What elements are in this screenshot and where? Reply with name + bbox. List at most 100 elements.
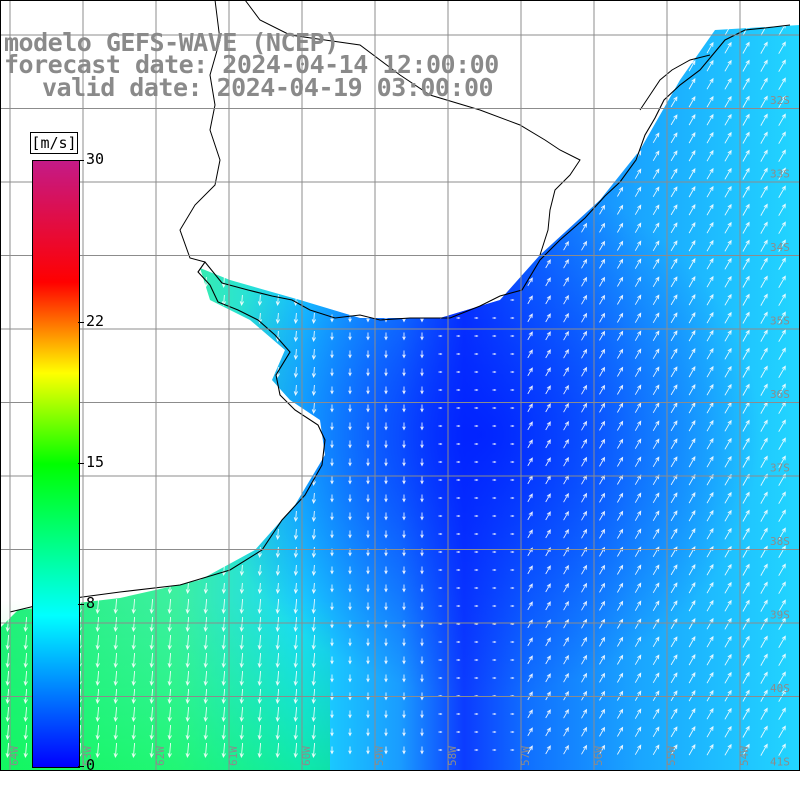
wind-arrow bbox=[724, 419, 732, 432]
wind-arrow bbox=[492, 604, 497, 608]
wind-arrow bbox=[634, 366, 642, 377]
wind-arrow bbox=[778, 41, 786, 54]
wind-arrow bbox=[5, 616, 10, 633]
wind-arrow bbox=[420, 386, 424, 395]
wind-arrow bbox=[742, 221, 750, 234]
wind-arrow bbox=[275, 546, 280, 559]
wind-arrow bbox=[688, 293, 696, 306]
wind-arrow bbox=[293, 384, 298, 397]
wind-arrow bbox=[456, 532, 461, 536]
wind-arrow bbox=[113, 598, 118, 615]
wind-arrow bbox=[778, 95, 786, 108]
wind-arrow bbox=[670, 456, 678, 468]
wind-arrow bbox=[724, 527, 732, 540]
wind-arrow bbox=[203, 670, 208, 687]
wind-arrow bbox=[617, 510, 624, 521]
wind-arrow bbox=[652, 150, 660, 162]
wind-arrow bbox=[545, 457, 551, 467]
wind-arrow bbox=[203, 582, 208, 595]
wind-arrow bbox=[599, 240, 605, 251]
wind-arrow bbox=[474, 424, 479, 428]
wind-arrow bbox=[652, 474, 660, 486]
wind-arrow bbox=[760, 707, 768, 720]
wind-arrow bbox=[617, 708, 624, 719]
wind-arrow bbox=[167, 670, 172, 687]
wind-arrow bbox=[652, 564, 660, 576]
wind-arrow bbox=[203, 706, 208, 723]
wind-arrow bbox=[492, 532, 497, 536]
wind-arrow bbox=[742, 113, 750, 126]
wind-arrow bbox=[456, 676, 461, 680]
wind-arrow bbox=[510, 604, 515, 608]
wind-arrow bbox=[275, 582, 280, 595]
wind-arrow bbox=[366, 584, 370, 593]
wind-arrow bbox=[706, 509, 714, 522]
wind-arrow bbox=[420, 656, 424, 665]
wind-arrow bbox=[742, 293, 750, 306]
wind-arrow bbox=[634, 438, 642, 449]
wind-arrow bbox=[167, 616, 172, 633]
wind-arrow bbox=[456, 730, 461, 734]
wind-arrow bbox=[474, 622, 479, 626]
wind-arrow bbox=[239, 742, 244, 759]
wind-arrow bbox=[688, 113, 696, 126]
wind-arrow bbox=[366, 620, 370, 629]
wind-arrow bbox=[742, 59, 750, 72]
wind-arrow bbox=[203, 634, 208, 651]
wind-arrow bbox=[348, 602, 352, 611]
wind-arrow bbox=[706, 167, 714, 180]
wind-arrow bbox=[366, 368, 370, 377]
wind-arrow bbox=[742, 149, 750, 162]
wind-arrow bbox=[652, 348, 660, 360]
wind-arrow bbox=[510, 406, 515, 410]
wind-arrow bbox=[581, 564, 588, 575]
wind-arrow bbox=[438, 658, 443, 662]
wind-arrow bbox=[706, 293, 714, 306]
wind-arrow bbox=[670, 582, 678, 594]
wind-arrow bbox=[293, 366, 298, 379]
wind-arrow bbox=[527, 565, 533, 575]
wind-arrow bbox=[293, 348, 298, 361]
wind-arrow bbox=[670, 222, 678, 234]
wind-arrow bbox=[366, 674, 370, 683]
wind-arrow bbox=[760, 653, 768, 666]
wind-arrow bbox=[275, 652, 280, 669]
wind-arrow bbox=[724, 671, 732, 684]
wind-arrow bbox=[599, 654, 605, 665]
wind-arrow bbox=[545, 673, 551, 683]
wind-arrow bbox=[563, 402, 569, 413]
wind-arrow bbox=[474, 334, 479, 338]
wind-arrow bbox=[474, 352, 479, 356]
wind-arrow bbox=[563, 636, 569, 647]
title-model: modelo GEFS-WAVE (NCEP) bbox=[4, 28, 339, 57]
wind-arrow bbox=[527, 457, 533, 467]
wind-arrow bbox=[688, 383, 696, 396]
wind-arrow bbox=[438, 730, 443, 734]
wind-arrow bbox=[581, 618, 588, 629]
wind-arrow bbox=[527, 601, 533, 611]
wind-arrow bbox=[366, 710, 370, 719]
wind-arrow bbox=[474, 532, 479, 536]
wind-arrow bbox=[724, 41, 732, 54]
wind-arrow bbox=[492, 748, 497, 752]
wind-arrow bbox=[438, 532, 443, 536]
wind-arrow bbox=[492, 676, 497, 680]
wind-arrow bbox=[545, 637, 551, 647]
wind-arrow bbox=[366, 656, 370, 665]
wind-arrow bbox=[706, 203, 714, 216]
wind-arrow bbox=[311, 312, 316, 325]
wind-arrow bbox=[634, 402, 642, 413]
wind-arrow bbox=[420, 674, 424, 683]
wind-arrow bbox=[634, 240, 642, 251]
wind-arrow bbox=[366, 638, 370, 647]
wind-arrow bbox=[652, 582, 660, 594]
wind-arrow bbox=[563, 294, 569, 305]
wind-arrow bbox=[185, 582, 190, 595]
wind-arrow bbox=[293, 528, 298, 541]
wind-arrow bbox=[617, 258, 624, 269]
wind-arrow bbox=[149, 670, 154, 687]
wind-arrow bbox=[670, 726, 678, 738]
wind-arrow bbox=[492, 406, 497, 410]
wind-arrow bbox=[599, 330, 605, 341]
wind-arrow bbox=[634, 528, 642, 539]
